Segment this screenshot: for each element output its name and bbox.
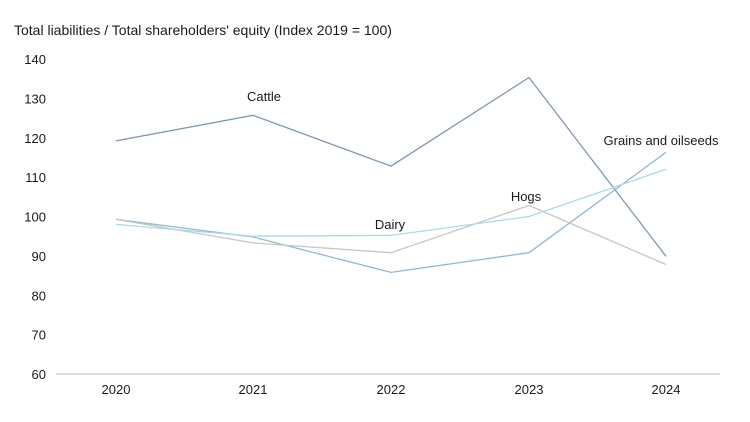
- y-tick-label: 110: [25, 170, 46, 185]
- y-tick-label: 100: [24, 210, 46, 225]
- y-tick-label: 70: [32, 328, 46, 343]
- series-label-hogs: Hogs: [511, 189, 542, 204]
- series-line-cattle: [115, 76, 667, 257]
- y-tick-label: 140: [24, 52, 46, 67]
- y-tick-label: 130: [24, 91, 46, 106]
- y-tick-label: 60: [32, 367, 46, 382]
- x-tick-label: 2023: [515, 382, 544, 397]
- x-tick-label: 2020: [102, 382, 131, 397]
- x-tick-label: 2021: [239, 382, 268, 397]
- series-label-dairy: Dairy: [375, 217, 406, 232]
- series-line-grains-and-oilseeds: [115, 151, 667, 274]
- series-line-dairy: [115, 168, 667, 237]
- y-tick-label: 80: [32, 288, 46, 303]
- series-line-hogs: [115, 204, 667, 266]
- y-tick-label: 120: [24, 131, 46, 146]
- series-label-grains-and-oilseeds: Grains and oilseeds: [604, 133, 719, 148]
- x-tick-label: 2022: [377, 382, 406, 397]
- x-tick-label: 2024: [652, 382, 681, 397]
- chart-title: Total liabilities / Total shareholders' …: [14, 22, 392, 38]
- y-tick-label: 90: [32, 249, 46, 264]
- series-label-cattle: Cattle: [247, 89, 281, 104]
